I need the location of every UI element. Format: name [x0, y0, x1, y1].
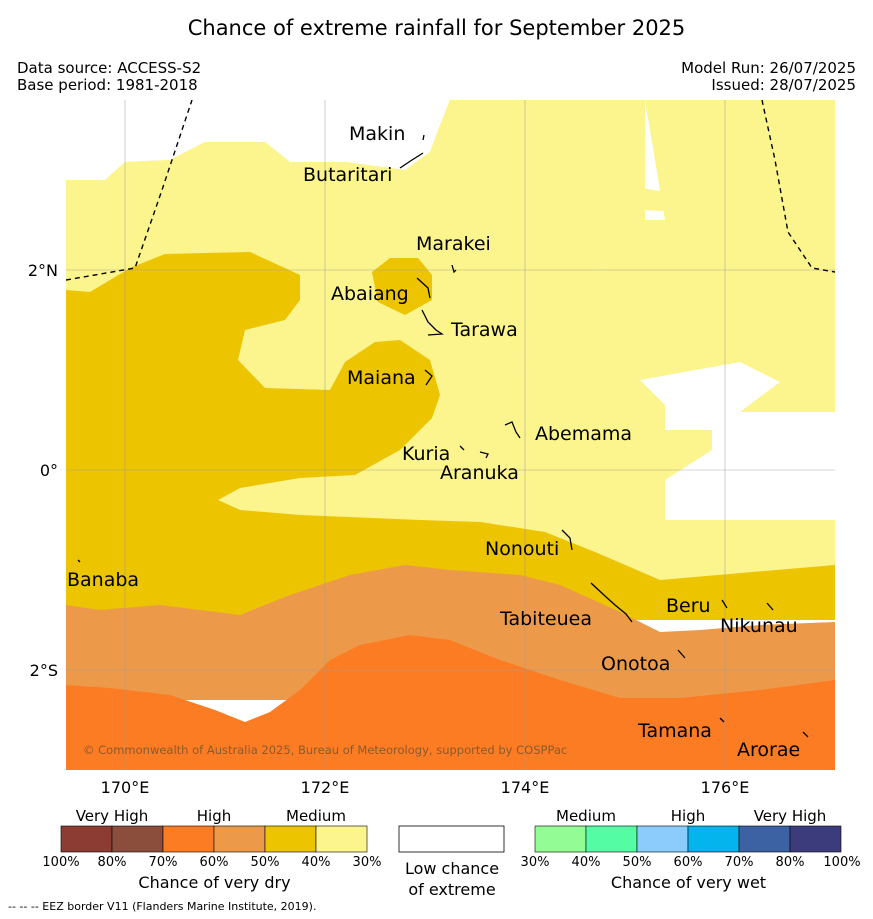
zone-dry-60 [66, 565, 835, 700]
legend-dry [60, 825, 368, 853]
dry-group-very-high: Very High [75, 807, 149, 825]
graticule [66, 100, 835, 770]
label-tarawa: Tarawa [450, 319, 518, 341]
label-arorae: Arorae [737, 739, 800, 761]
label-nonouti: Nonouti [485, 538, 559, 560]
page-title: Chance of extreme rainfall for September… [187, 16, 686, 40]
lon-tick-170: 170°E [101, 778, 150, 797]
wet-swatch-6 [789, 825, 842, 853]
dry-swatch-6 [315, 825, 368, 853]
label-makin: Makin [349, 123, 405, 145]
wet-tick-40: 40% [571, 855, 601, 870]
wet-swatch-3 [636, 825, 689, 853]
eez-footnote: -- -- -- EEZ border V11 (Flanders Marine… [8, 900, 317, 913]
wet-group-high: High [670, 807, 706, 825]
zone-dry-70 [66, 635, 835, 770]
wet-tick-100: 100% [823, 855, 861, 870]
wet-tick-70: 70% [724, 855, 754, 870]
wet-tick-60: 60% [673, 855, 703, 870]
wet-tick-30: 30% [520, 855, 550, 870]
dry-tick-60: 60% [199, 855, 229, 870]
wet-tick-80: 80% [775, 855, 805, 870]
dry-swatch-5 [264, 825, 317, 853]
wet-swatch-2 [585, 825, 638, 853]
label-tabiteuea: Tabiteuea [499, 608, 592, 630]
map-area: © Commonwealth of Australia 2025, Bureau… [66, 100, 835, 770]
wet-legend-label: Chance of very wet [610, 873, 767, 892]
label-abemama: Abemama [535, 423, 632, 445]
label-nikunau: Nikunau [720, 615, 798, 637]
source-info: Data source: ACCESS-S2 Base period: 1981… [17, 60, 201, 94]
label-tamana: Tamana [637, 720, 712, 742]
lat-tick-2s: 2°S [30, 661, 58, 680]
base-period: Base period: 1981-2018 [17, 76, 198, 94]
issued-date: Issued: 28/07/2025 [711, 76, 856, 94]
legend-wet [534, 825, 842, 853]
label-aranuka: Aranuka [440, 462, 519, 484]
data-source: Data source: ACCESS-S2 [17, 59, 202, 77]
model-run: Model Run: 26/07/2025 [681, 59, 856, 77]
label-maiana: Maiana [347, 367, 416, 389]
lat-tick-2n: 2°N [28, 261, 58, 280]
eez-border [66, 100, 835, 281]
lon-tick-176: 176°E [701, 778, 750, 797]
dry-tick-40: 40% [301, 855, 331, 870]
label-butaritari: Butaritari [303, 164, 392, 186]
label-onotoa: Onotoa [601, 653, 670, 675]
label-banaba: Banaba [67, 569, 139, 591]
wet-swatch-4 [687, 825, 740, 853]
label-abaiang: Abaiang [331, 283, 409, 305]
dry-swatch-2 [111, 825, 164, 853]
label-marakei: Marakei [416, 233, 491, 255]
wet-group-very-high: Very High [753, 807, 827, 825]
dry-tick-50: 50% [250, 855, 280, 870]
dry-swatch-4 [213, 825, 266, 853]
low-chance-line2: of extreme [408, 880, 496, 899]
dry-group-medium: Medium [286, 807, 346, 825]
wet-tick-50: 50% [622, 855, 652, 870]
dry-legend-label: Chance of very dry [138, 873, 291, 892]
island-outlines [77, 134, 809, 738]
dry-group-high: High [196, 807, 232, 825]
dry-tick-30: 30% [352, 855, 382, 870]
wet-group-medium: Medium [556, 807, 616, 825]
zone-dry-50 [66, 252, 835, 620]
run-info: Model Run: 26/07/2025 Issued: 28/07/2025 [681, 60, 856, 94]
dry-swatch-1 [60, 825, 113, 853]
lon-tick-172: 172°E [301, 778, 350, 797]
dry-swatch-3 [162, 825, 215, 853]
label-beru: Beru [666, 595, 711, 617]
label-kuria: Kuria [402, 443, 450, 465]
wet-swatch-1 [534, 825, 587, 853]
low-chance-swatch [398, 825, 505, 853]
dry-tick-70: 70% [148, 855, 178, 870]
low-chance-label: Low chance of extreme [390, 858, 514, 900]
dry-tick-100: 100% [42, 855, 80, 870]
map-credit: © Commonwealth of Australia 2025, Bureau… [83, 743, 567, 757]
lat-tick-0: 0° [40, 461, 58, 480]
dry-tick-80: 80% [97, 855, 127, 870]
lon-tick-174: 174°E [501, 778, 550, 797]
wet-swatch-5 [738, 825, 791, 853]
low-chance-line1: Low chance [404, 859, 500, 878]
